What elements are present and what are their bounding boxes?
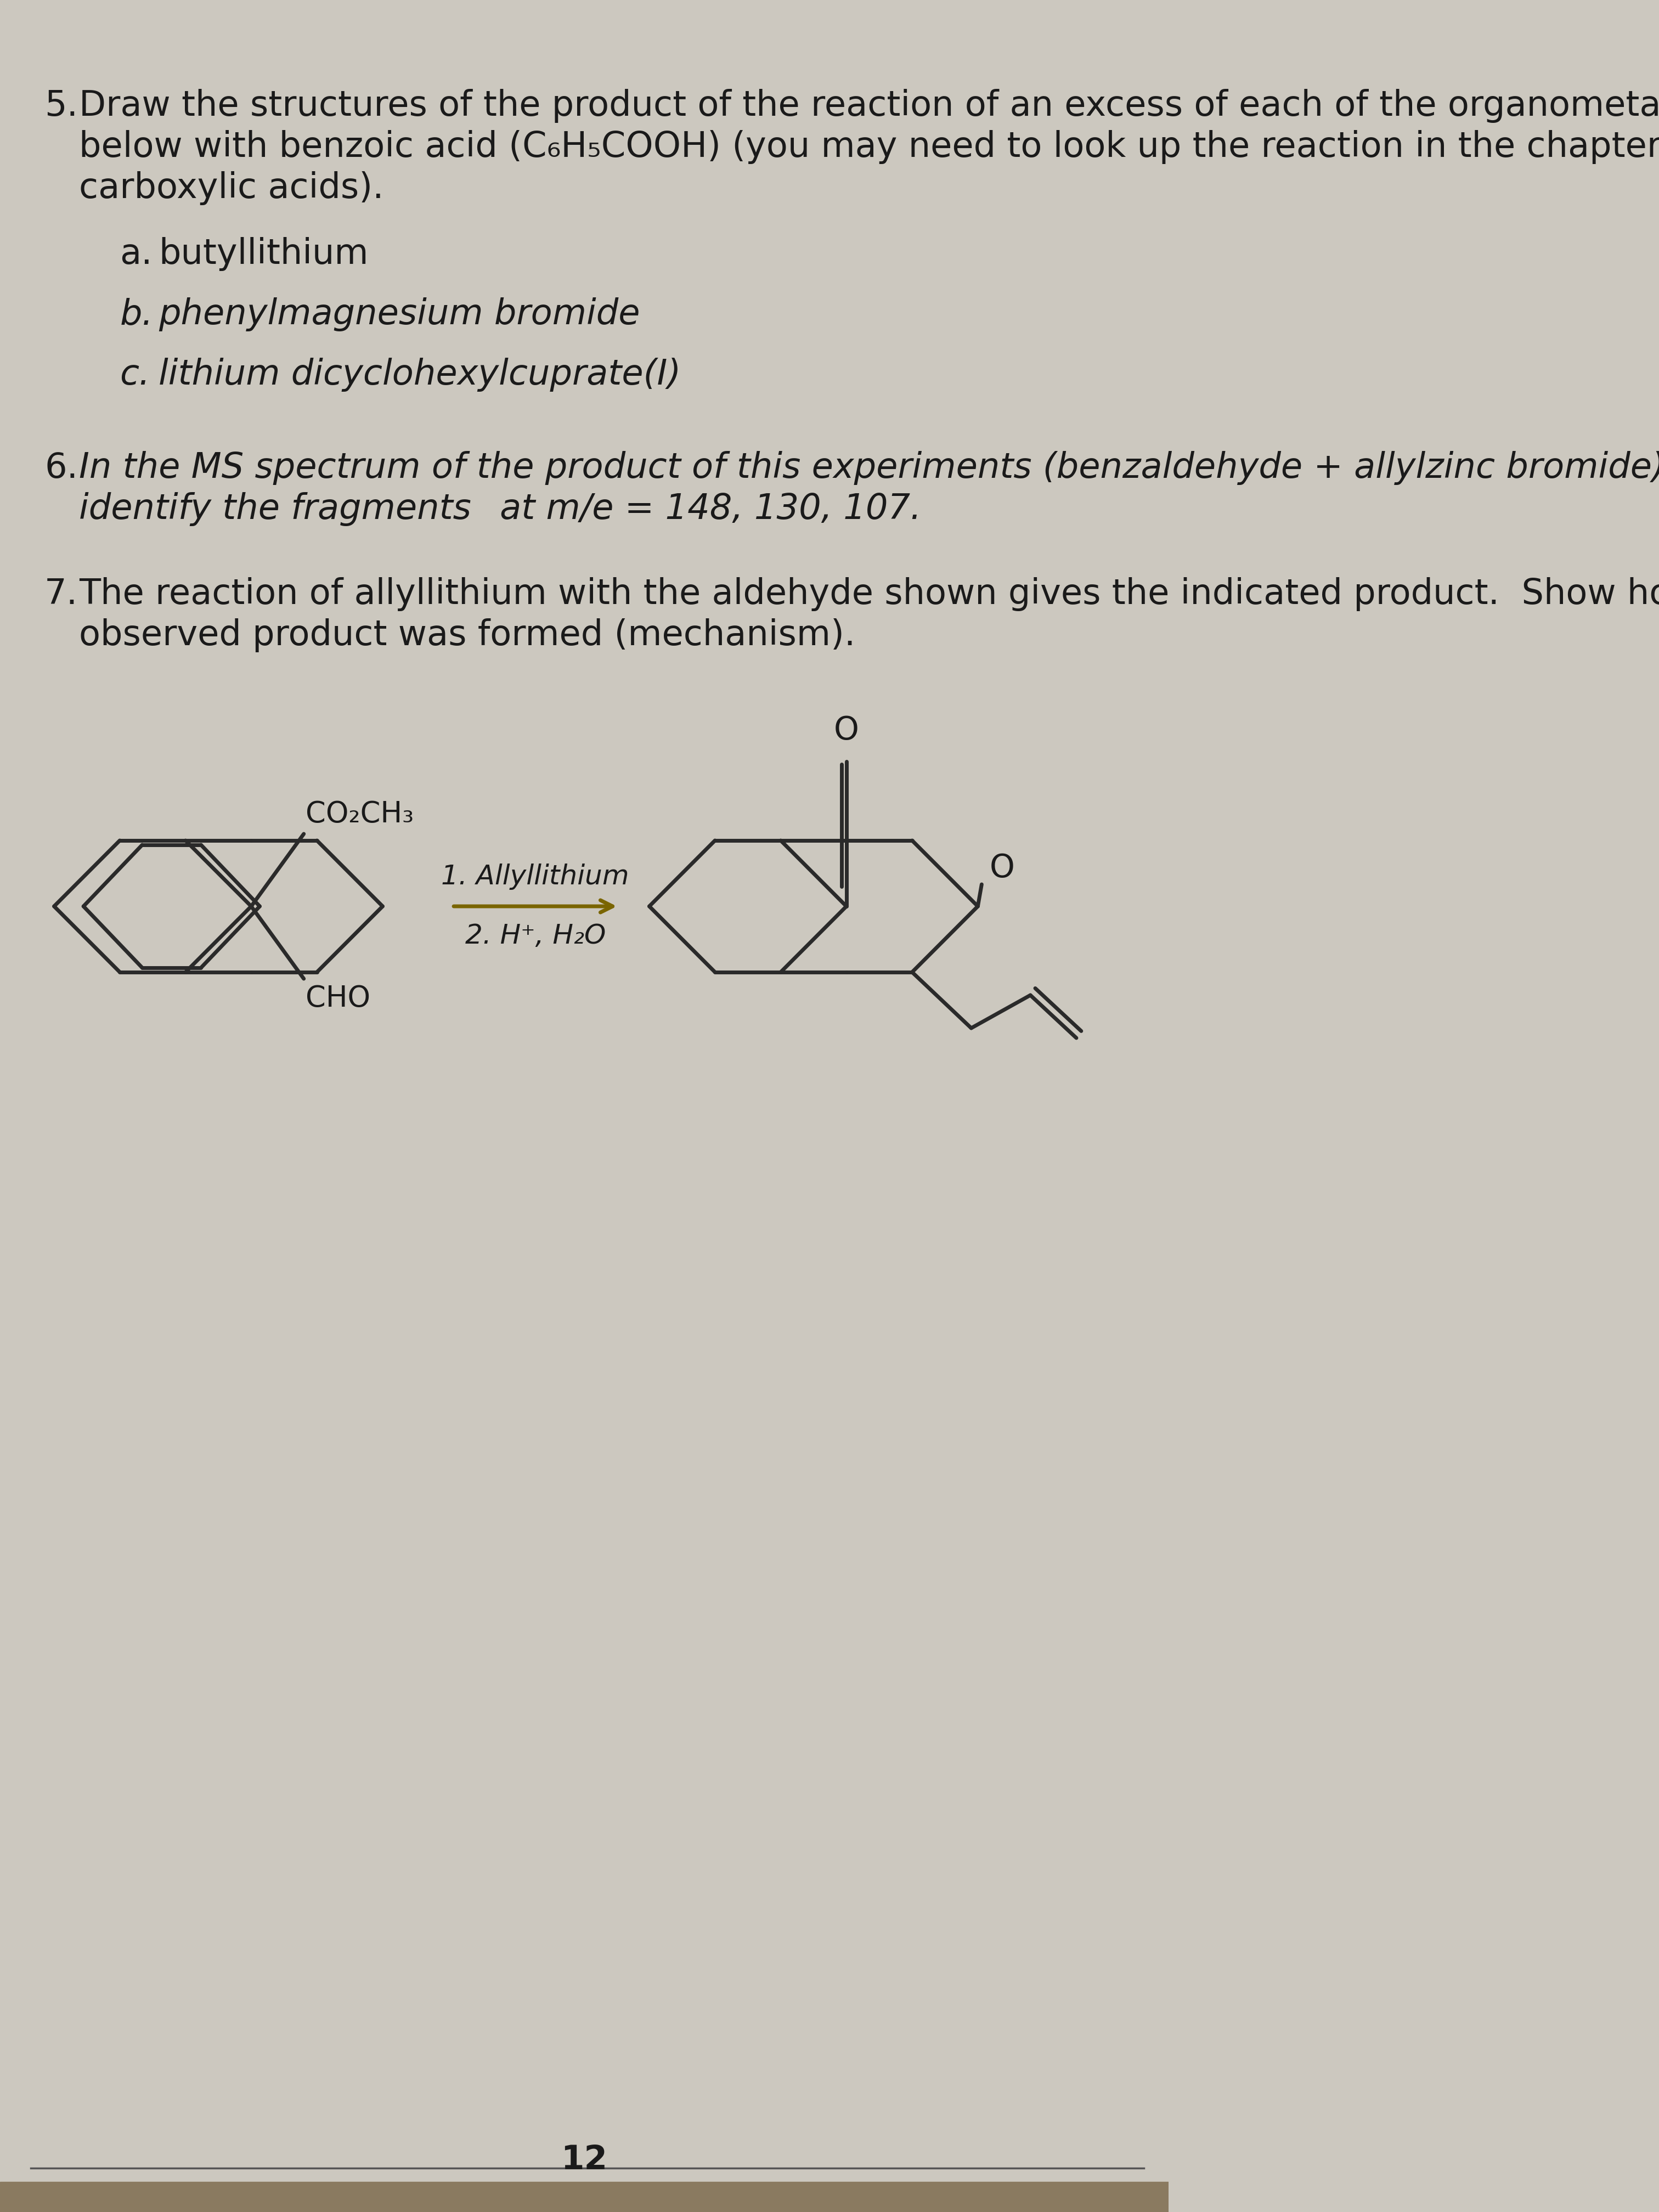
Text: phenylmagnesium bromide: phenylmagnesium bromide [159, 296, 640, 332]
Text: carboxylic acids).: carboxylic acids). [80, 170, 383, 206]
Text: identify the fragments  at m/e = 148, 130, 107.: identify the fragments at m/e = 148, 130… [80, 491, 921, 526]
Text: lithium dicyclohexylcuprate(I): lithium dicyclohexylcuprate(I) [159, 358, 680, 392]
Text: c.: c. [119, 358, 151, 392]
Text: butyllithium: butyllithium [159, 237, 368, 272]
Text: In the MS spectrum of the product of this experiments (benzaldehyde + allylzinc : In the MS spectrum of the product of thi… [80, 451, 1659, 484]
Text: a.: a. [119, 237, 153, 272]
Bar [0, 2181, 1168, 2212]
Text: below with benzoic acid (C₆H₅COOH) (you may need to look up the reaction in the : below with benzoic acid (C₆H₅COOH) (you … [80, 131, 1659, 164]
Text: 12: 12 [561, 2143, 607, 2177]
Text: The reaction of allyllithium with the aldehyde shown gives the indicated product: The reaction of allyllithium with the al… [80, 577, 1659, 611]
Text: Draw the structures of the product of the reaction of an excess of each of the o: Draw the structures of the product of th… [80, 88, 1659, 124]
Text: observed product was formed (mechanism).: observed product was formed (mechanism). [80, 619, 856, 653]
Text: CHO: CHO [305, 984, 370, 1013]
Text: 7.: 7. [45, 577, 78, 611]
Text: O: O [834, 714, 859, 745]
Text: b.: b. [119, 296, 153, 332]
Text: 2. H⁺, H₂O: 2. H⁺, H₂O [465, 922, 606, 949]
Text: CO₂CH₃: CO₂CH₃ [305, 801, 413, 830]
Text: 5.: 5. [45, 88, 78, 124]
Text: O: O [989, 852, 1015, 883]
Text: 1. Allyllithium: 1. Allyllithium [441, 863, 629, 889]
Text: 6.: 6. [45, 451, 78, 484]
